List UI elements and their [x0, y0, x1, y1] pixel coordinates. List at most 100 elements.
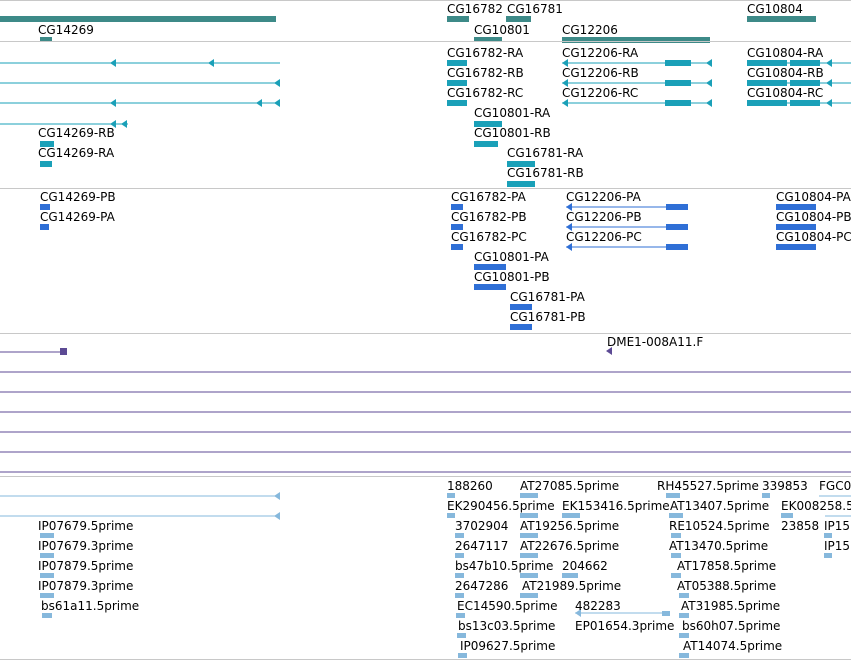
est-label[interactable]: FGC0: [819, 479, 851, 493]
est-label[interactable]: 339853: [762, 479, 808, 493]
transcript-label[interactable]: CG16782-RA: [447, 46, 524, 60]
strand-arrow-icon: [110, 99, 116, 107]
est-label[interactable]: 188260: [447, 479, 493, 493]
exon-block: [762, 493, 770, 498]
transcript-label[interactable]: CG16781-RA: [507, 146, 584, 160]
transcript-label[interactable]: CG14269-RB: [38, 126, 115, 140]
est-label[interactable]: AT13470.5prime: [669, 539, 769, 553]
protein-label[interactable]: CG16782-PC: [451, 230, 527, 244]
protein-label[interactable]: CG12206-PA: [566, 190, 641, 204]
est-label[interactable]: IP07679.5prime: [38, 519, 134, 533]
est-label[interactable]: bs61a11.5prime: [41, 599, 140, 613]
strand-arrow-icon: [274, 79, 280, 87]
exon-block: [455, 593, 464, 598]
track-separator: [0, 188, 851, 189]
gene-label[interactable]: CG16782: [447, 2, 503, 16]
est-label[interactable]: IP07879.5prime: [38, 559, 134, 573]
protein-label[interactable]: CG10804-PA: [776, 190, 851, 204]
strand-arrow-icon: [110, 59, 116, 67]
est-label[interactable]: IP07679.3prime: [38, 539, 134, 553]
est-label[interactable]: EP01654.3prime: [575, 619, 675, 633]
exon-block: [447, 80, 467, 86]
transcript-label[interactable]: CG16782-RB: [447, 66, 524, 80]
est-label[interactable]: 2647117: [455, 539, 509, 553]
est-label[interactable]: AT27085.5prime: [520, 479, 620, 493]
strand-arrow-icon: [566, 203, 572, 211]
transcript-label[interactable]: CG14269-RA: [38, 146, 115, 160]
exon-block: [776, 244, 816, 250]
strand-arrow-icon: [208, 59, 214, 67]
protein-label[interactable]: CG10804-PC: [776, 230, 851, 244]
protein-label[interactable]: CG12206-PB: [566, 210, 642, 224]
protein-label[interactable]: CG16782-PA: [451, 190, 526, 204]
est-label[interactable]: AT31985.5prime: [681, 599, 781, 613]
clone-label[interactable]: DME1-008A11.F: [607, 335, 704, 349]
exon-block: [824, 553, 832, 558]
exon-block: [747, 100, 787, 106]
est-label[interactable]: EK290456.5prime: [447, 499, 555, 513]
transcript-label[interactable]: CG16781-RB: [507, 166, 584, 180]
est-label[interactable]: EK153416.5prime: [562, 499, 670, 513]
protein-label[interactable]: CG10801-PA: [474, 250, 549, 264]
est-label[interactable]: AT21989.5prime: [522, 579, 622, 593]
exon-block: [747, 80, 787, 86]
track-separator: [0, 659, 851, 660]
exon-block: [520, 553, 538, 558]
gene-label[interactable]: CG14269: [38, 23, 94, 37]
gene-label[interactable]: CG12206: [562, 23, 618, 37]
protein-label[interactable]: CG14269-PB: [40, 190, 116, 204]
transcript-label[interactable]: CG12206-RC: [562, 86, 639, 100]
exon-block: [455, 553, 464, 558]
est-label[interactable]: RE10524.5prime: [669, 519, 770, 533]
est-label[interactable]: 3702904: [455, 519, 509, 533]
protein-label[interactable]: CG10804-PB: [776, 210, 851, 224]
strand-arrow-icon: [274, 492, 280, 500]
est-label[interactable]: IP15: [824, 519, 851, 533]
exon-block: [671, 533, 681, 538]
gene-label[interactable]: CG10804: [747, 2, 803, 16]
protein-label[interactable]: CG16781-PB: [510, 310, 586, 324]
transcript-label[interactable]: CG10804-RC: [747, 86, 824, 100]
transcript-label[interactable]: CG10804-RA: [747, 46, 824, 60]
est-label[interactable]: AT22676.5prime: [520, 539, 620, 553]
est-label[interactable]: EC14590.5prime: [457, 599, 558, 613]
est-label[interactable]: bs47b10.5prime: [455, 559, 554, 573]
protein-label[interactable]: CG10801-PB: [474, 270, 550, 284]
est-label[interactable]: 23858: [781, 519, 820, 533]
gene-label[interactable]: CG16781: [507, 2, 563, 16]
est-label[interactable]: AT19256.5prime: [520, 519, 620, 533]
protein-label[interactable]: CG14269-PA: [40, 210, 115, 224]
est-label[interactable]: AT05388.5prime: [677, 579, 777, 593]
protein-label[interactable]: CG12206-PC: [566, 230, 642, 244]
exon-block: [455, 533, 464, 538]
exon-block: [40, 37, 52, 42]
transcript-label[interactable]: CG10804-RB: [747, 66, 824, 80]
transcript-label[interactable]: CG12206-RA: [562, 46, 639, 60]
gene-label[interactable]: CG10801: [474, 23, 530, 37]
est-label[interactable]: IP07879.3prime: [38, 579, 134, 593]
est-label[interactable]: IP09627.5prime: [460, 639, 556, 653]
strand-arrow-icon: [562, 79, 568, 87]
est-label[interactable]: AT13407.5prime: [670, 499, 770, 513]
est-label[interactable]: 2647286: [455, 579, 509, 593]
transcript-label[interactable]: CG10801-RA: [474, 106, 551, 120]
est-label[interactable]: AT14074.5prime: [683, 639, 783, 653]
transcript-label[interactable]: CG10801-RB: [474, 126, 551, 140]
est-label[interactable]: 482283: [575, 599, 621, 613]
exon-block: [679, 593, 689, 598]
est-label[interactable]: 204662: [562, 559, 608, 573]
est-label[interactable]: bs60h07.5prime: [682, 619, 781, 633]
exon-block: [451, 204, 463, 210]
protein-label[interactable]: CG16782-PB: [451, 210, 527, 224]
transcript-label[interactable]: CG16782-RC: [447, 86, 524, 100]
protein-label[interactable]: CG16781-PA: [510, 290, 585, 304]
strand-arrow-icon: [826, 99, 832, 107]
est-label[interactable]: IP15: [824, 539, 851, 553]
exon-block: [40, 593, 54, 598]
est-label[interactable]: RH45527.5prime: [657, 479, 759, 493]
est-label[interactable]: EK008258.5: [781, 499, 851, 513]
est-label[interactable]: bs13c03.5prime: [458, 619, 556, 633]
est-label[interactable]: AT17858.5prime: [677, 559, 777, 573]
transcript-label[interactable]: CG12206-RB: [562, 66, 639, 80]
strand-arrow-icon: [826, 59, 832, 67]
